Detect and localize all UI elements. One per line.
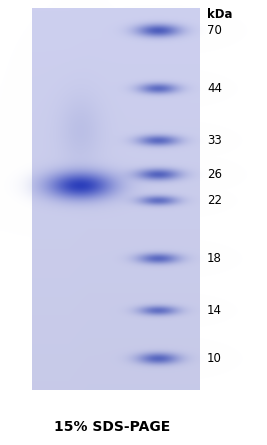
Text: 10: 10 bbox=[207, 352, 222, 364]
Text: 70: 70 bbox=[207, 24, 222, 36]
Text: 18: 18 bbox=[207, 251, 222, 264]
Text: 15% SDS-PAGE: 15% SDS-PAGE bbox=[54, 420, 170, 434]
Text: 14: 14 bbox=[207, 303, 222, 316]
Text: 44: 44 bbox=[207, 81, 222, 94]
Text: 33: 33 bbox=[207, 134, 222, 146]
Text: 26: 26 bbox=[207, 167, 222, 181]
Text: 22: 22 bbox=[207, 194, 222, 206]
Text: kDa: kDa bbox=[207, 8, 233, 20]
